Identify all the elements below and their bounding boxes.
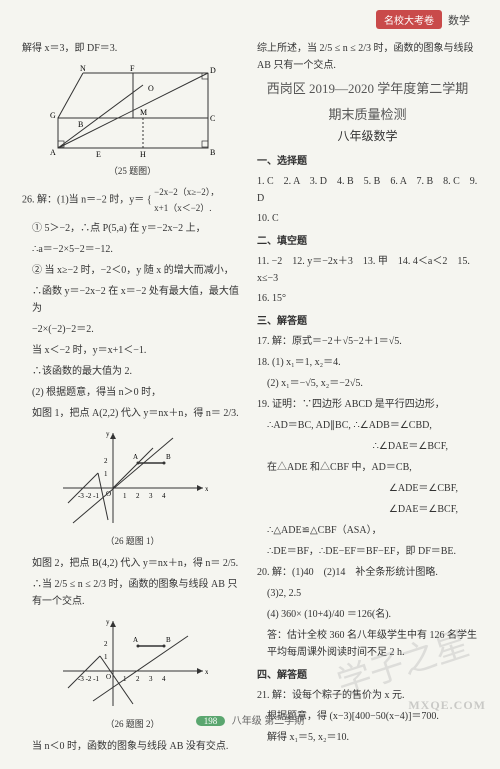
section-fill: 二、填空题 [257,233,478,250]
svg-text:4: 4 [162,492,166,500]
svg-text:y: y [106,430,110,438]
svg-text:1: 1 [104,653,108,661]
text: 26. 解：(1)当 n＝−2 时，y＝ [22,195,144,206]
figure-26-1: x y O -3 -2 -1 1 2 3 4 1 2 A B [58,428,208,528]
solution-line: 解得 x＝3，即 DF＝3. [22,40,243,57]
figure-26-2: x y O -3 -2 -1 1 2 3 4 1 2 A B [58,616,208,711]
q18a: 18. (1) x₁＝1, x₂＝4. [257,354,478,371]
svg-text:2: 2 [136,492,140,500]
q20d: 答：估计全校 360 名八年级学生中有 126 名学生平均每周课外阅读时间不足 … [257,627,478,661]
q20b: (3)2, 2.5 [257,585,478,602]
q21a: 21. 解：设每个粽子的售价为 x 元. [257,687,478,704]
figure-25: N F D O M G A E H C B B [48,63,218,158]
svg-text:3: 3 [149,675,153,683]
right-column: 综上所述，当 2/5 ≤ n ≤ 2/3 时，函数的图象与线段 AB 只有一个交… [257,40,478,759]
svg-text:3: 3 [149,492,153,500]
choice-answers: 1. C 2. A 3. D 4. B 5. B 6. A 7. B 8. C … [257,173,478,207]
svg-text:2: 2 [104,457,108,465]
q19a: 19. 证明：∵四边形 ABCD 是平行四边形， [257,396,478,413]
q20c: (4) 360× (10+4)/40 ＝126(名). [257,606,478,623]
fill-answers: 16. 15° [257,290,478,307]
svg-text:-3 -2 -1: -3 -2 -1 [78,675,99,683]
q19h: ∴DE＝BF，∴DE−EF＝BF−EF，即 DF＝BE. [257,543,478,560]
svg-text:x: x [205,485,208,493]
svg-text:-3 -2 -1: -3 -2 -1 [78,492,99,500]
q20a: 20. 解：(1)40 (2)14 补全条形统计图略. [257,564,478,581]
figure-25-caption: （25 题图） [22,164,243,179]
svg-text:4: 4 [162,675,166,683]
svg-text:O: O [148,84,154,93]
solution-line: ① 5＞−2，∴点 P(5,a) 在 y＝−2x−2 上， [22,220,243,237]
summary-line: 综上所述，当 2/5 ≤ n ≤ 2/3 时，函数的图象与线段 AB 只有一个交… [257,40,478,74]
svg-text:A: A [133,636,138,644]
svg-text:D: D [210,66,216,75]
svg-text:2: 2 [104,640,108,648]
subject-label: 数学 [448,12,470,28]
section-solve: 三、解答题 [257,313,478,330]
svg-text:1: 1 [123,492,127,500]
q18b: (2) x₁＝−√5, x₂＝−2√5. [257,375,478,392]
piece-2: x+1（x＜−2）. [154,201,219,216]
header-tab: 名校大考卷 数学 [376,10,470,29]
svg-text:O: O [106,673,111,681]
page-footer: 198 八年级 第二学期 [0,712,500,727]
grade-title: 八年级数学 [257,126,478,146]
svg-text:N: N [80,64,86,73]
exam-title: 期末质量检测 [257,104,478,126]
section-choice: 一、选择题 [257,153,478,170]
q19g: ∴△ADE≌△CBF（ASA）， [257,522,478,539]
solution-line: ∴a＝−2×5−2＝−12. [22,241,243,258]
svg-text:B: B [78,120,83,129]
svg-text:B: B [166,636,171,644]
q19c: ∴∠DAE＝∠BCF, [257,438,478,455]
section-solve-4: 四、解答题 [257,667,478,684]
svg-text:H: H [140,150,146,158]
page-content: 解得 x＝3，即 DF＝3. N F D O M G A E H C [0,0,500,769]
svg-text:F: F [130,64,135,73]
svg-text:A: A [50,148,56,157]
q19d: 在△ADE 和△CBF 中，AD＝CB, [257,459,478,476]
footer-label: 八年级 第二学期 [232,716,305,727]
svg-text:B: B [210,148,215,157]
solution-line: ② 当 x≥−2 时，−2＜0，y 随 x 的增大而减小， [22,262,243,279]
svg-text:B: B [166,453,171,461]
solution-line: ∴该函数的最大值为 2. [22,363,243,380]
solution-line: 当 x＜−2 时，y＝x+1＜−1. [22,342,243,359]
svg-text:E: E [96,150,101,158]
solution-line: (2) 根据题意，得当 n＞0 时， [22,384,243,401]
page-number: 198 [196,716,226,726]
svg-text:x: x [205,668,208,676]
solution-line: 26. 解：(1)当 n＝−2 时，y＝ { −2x−2（x≥−2）， x+1（… [22,185,243,216]
svg-text:2: 2 [136,675,140,683]
solution-line: 如图 1，把点 A(2,2) 代入 y＝nx＋n，得 n＝ 2/3. [22,405,243,422]
svg-text:y: y [106,618,110,626]
region-title: 西岗区 2019—2020 学年度第二学期 [257,78,478,100]
piece-1: −2x−2（x≥−2）， [154,185,219,200]
figure-26-1-caption: （26 题图 1） [22,534,243,549]
choice-answers: 10. C [257,210,478,227]
svg-text:G: G [50,111,56,120]
q17: 17. 解：原式＝−2＋√5−2＋1＝√5. [257,333,478,350]
solution-line: 当 n＜0 时，函数的图象与线段 AB 没有交点. [22,738,243,755]
q19e: ∠ADE＝∠CBF, [257,480,478,497]
fill-answers: 11. −2 12. y＝−2x＋3 13. 甲 14. 4＜a＜2 15. x… [257,253,478,287]
svg-text:1: 1 [104,470,108,478]
solution-line: ∴当 2/5 ≤ n ≤ 2/3 时，函数的图象与线段 AB 只有一个交点. [22,576,243,610]
svg-text:M: M [140,108,147,117]
svg-text:C: C [210,114,215,123]
solution-line: 如图 2，把点 B(4,2) 代入 y＝nx＋n，得 n＝ 2/5. [22,555,243,572]
q19b: ∴AD＝BC, AD∥BC, ∴∠ADB＝∠CBD, [257,417,478,434]
svg-text:A: A [133,453,138,461]
series-tab: 名校大考卷 [376,10,442,29]
solution-line: −2×(−2)−2＝2. [22,321,243,338]
q21c: 解得 x₁＝5, x₂＝10. [257,729,478,746]
solution-line: ∴函数 y＝−2x−2 在 x＝−2 处有最大值，最大值为 [22,283,243,317]
piecewise-brace: { [147,195,152,206]
left-column: 解得 x＝3，即 DF＝3. N F D O M G A E H C [22,40,243,759]
q19f: ∠DAE＝∠BCF, [257,501,478,518]
